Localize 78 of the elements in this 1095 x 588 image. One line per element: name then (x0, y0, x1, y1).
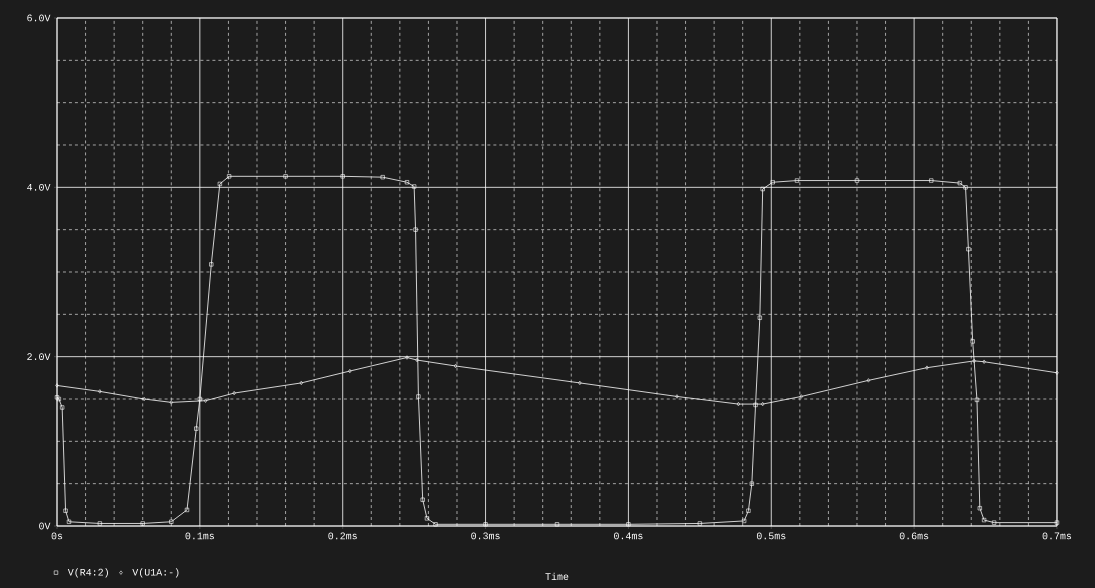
point (453, 363, 458, 369)
point (232, 390, 236, 396)
point (63, 508, 68, 513)
point (770, 180, 775, 185)
point (203, 398, 208, 403)
point (340, 174, 345, 179)
point (982, 359, 986, 364)
point (184, 507, 190, 513)
point (209, 262, 214, 267)
point (194, 426, 199, 431)
y-tick-label: 2.0V (27, 353, 51, 361)
point (578, 380, 582, 386)
point (761, 401, 765, 407)
point (929, 178, 934, 183)
point (424, 516, 430, 521)
point (97, 521, 102, 526)
point (380, 175, 385, 180)
x-axis-title: Time (545, 572, 569, 581)
point (554, 522, 560, 527)
point (217, 181, 222, 187)
point (742, 518, 747, 524)
point (957, 181, 962, 186)
point (736, 401, 741, 407)
point (746, 508, 751, 513)
point (299, 380, 303, 386)
point (416, 394, 421, 399)
x-tick-label: 0s (51, 532, 63, 540)
y-tick-label: 6.0V (27, 14, 51, 22)
point (970, 339, 975, 344)
legend-label: V(U1A:-) (132, 568, 179, 578)
point (66, 519, 72, 524)
point (348, 368, 352, 374)
x-tick-label: 0.7ms (1042, 532, 1072, 540)
point (675, 394, 679, 399)
point (433, 522, 438, 527)
point (626, 522, 631, 527)
point (866, 378, 871, 383)
point (227, 174, 232, 179)
point (966, 247, 971, 252)
point (169, 400, 173, 405)
point (972, 358, 976, 363)
x-tick-label: 0.1ms (185, 532, 214, 540)
x-tick-label: 0.2ms (328, 532, 357, 540)
point (420, 497, 425, 502)
point (413, 227, 418, 232)
point (963, 185, 968, 190)
x-tick-label: 0.5ms (756, 532, 786, 540)
point (799, 394, 803, 399)
point (415, 357, 419, 363)
point (974, 397, 980, 402)
point (982, 517, 987, 523)
point (60, 405, 65, 410)
x-tick-label: 0.3ms (471, 532, 500, 540)
point (697, 521, 702, 526)
point (753, 402, 758, 408)
point (169, 519, 174, 524)
x-tick-label: 0.6ms (899, 532, 929, 540)
point (404, 180, 410, 185)
point (405, 355, 409, 360)
y-tick-label: 4.0V (27, 183, 51, 191)
point (412, 184, 417, 189)
point (197, 396, 202, 402)
point (98, 389, 102, 394)
point (283, 174, 288, 179)
point (854, 178, 860, 183)
point (757, 315, 762, 320)
y-tick-label: 0V (39, 522, 51, 530)
point (749, 481, 754, 486)
point (142, 396, 146, 402)
point (992, 520, 997, 525)
point (140, 521, 145, 526)
point (794, 178, 800, 183)
point (977, 506, 982, 511)
point (760, 186, 765, 192)
legend-label: V(R4:2) (67, 568, 108, 578)
x-tick-label: 0.4ms (614, 532, 643, 540)
point (925, 365, 929, 370)
point (483, 522, 488, 527)
